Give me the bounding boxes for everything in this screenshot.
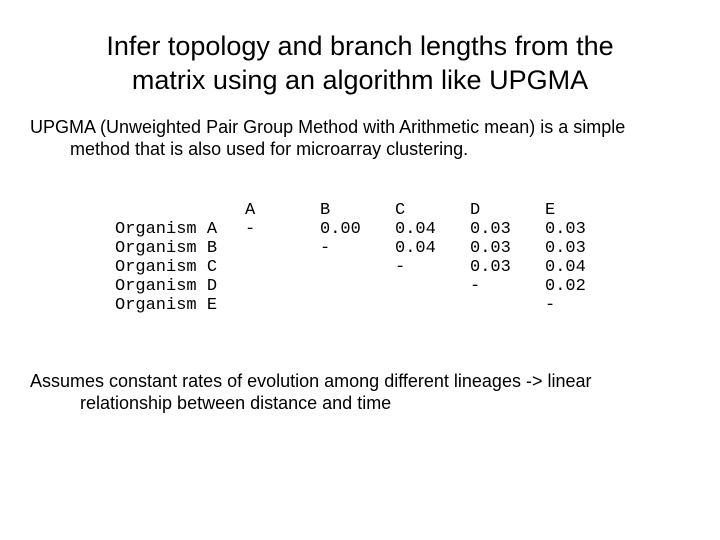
cell-a-d: 0.03 [470, 220, 545, 239]
cell-a-a: - [245, 220, 320, 239]
cell-e-a [245, 296, 320, 315]
cell-e-d [470, 296, 545, 315]
col-header-a: A [245, 201, 320, 220]
matrix-row-b: Organism B - 0.04 0.03 0.03 [115, 239, 620, 258]
cell-d-e: 0.02 [545, 277, 620, 296]
matrix-row-e: Organism E - [115, 296, 620, 315]
cell-c-d: 0.03 [470, 258, 545, 277]
cell-a-e: 0.03 [545, 220, 620, 239]
intro-paragraph: UPGMA (Unweighted Pair Group Method with… [30, 116, 690, 161]
slide: Infer topology and branch lengths from t… [0, 0, 720, 540]
footer-paragraph: Assumes constant rates of evolution amon… [30, 370, 690, 415]
title-line-1: Infer topology and branch lengths from t… [106, 31, 613, 61]
cell-e-b [320, 296, 395, 315]
matrix-corner [115, 201, 245, 220]
cell-d-c [395, 277, 470, 296]
intro-line-1: UPGMA (Unweighted Pair Group Method with… [30, 117, 625, 137]
matrix-row-c: Organism C - 0.03 0.04 [115, 258, 620, 277]
row-label-c: Organism C [115, 258, 245, 277]
footer-line-1: Assumes constant rates of evolution amon… [30, 371, 592, 391]
cell-e-e: - [545, 296, 620, 315]
row-label-b: Organism B [115, 239, 245, 258]
row-label-a: Organism A [115, 220, 245, 239]
col-header-c: C [395, 201, 470, 220]
matrix-table: A B C D E Organism A - 0.00 0.04 0.03 0.… [115, 201, 620, 315]
cell-a-c: 0.04 [395, 220, 470, 239]
cell-a-b: 0.00 [320, 220, 395, 239]
col-header-b: B [320, 201, 395, 220]
cell-c-e: 0.04 [545, 258, 620, 277]
cell-d-a [245, 277, 320, 296]
cell-b-c: 0.04 [395, 239, 470, 258]
slide-title: Infer topology and branch lengths from t… [60, 30, 660, 98]
cell-b-d: 0.03 [470, 239, 545, 258]
cell-c-a [245, 258, 320, 277]
distance-matrix: A B C D E Organism A - 0.00 0.04 0.03 0.… [115, 201, 690, 315]
cell-b-a [245, 239, 320, 258]
col-header-d: D [470, 201, 545, 220]
cell-d-d: - [470, 277, 545, 296]
intro-line-2: method that is also used for microarray … [30, 138, 690, 161]
title-line-2: matrix using an algorithm like UPGMA [132, 65, 588, 95]
cell-c-b [320, 258, 395, 277]
footer-line-2: relationship between distance and time [30, 392, 690, 415]
cell-d-b [320, 277, 395, 296]
row-label-d: Organism D [115, 277, 245, 296]
col-header-e: E [545, 201, 620, 220]
matrix-row-a: Organism A - 0.00 0.04 0.03 0.03 [115, 220, 620, 239]
matrix-header-row: A B C D E [115, 201, 620, 220]
cell-e-c [395, 296, 470, 315]
row-label-e: Organism E [115, 296, 245, 315]
matrix-row-d: Organism D - 0.02 [115, 277, 620, 296]
cell-b-b: - [320, 239, 395, 258]
cell-c-c: - [395, 258, 470, 277]
cell-b-e: 0.03 [545, 239, 620, 258]
